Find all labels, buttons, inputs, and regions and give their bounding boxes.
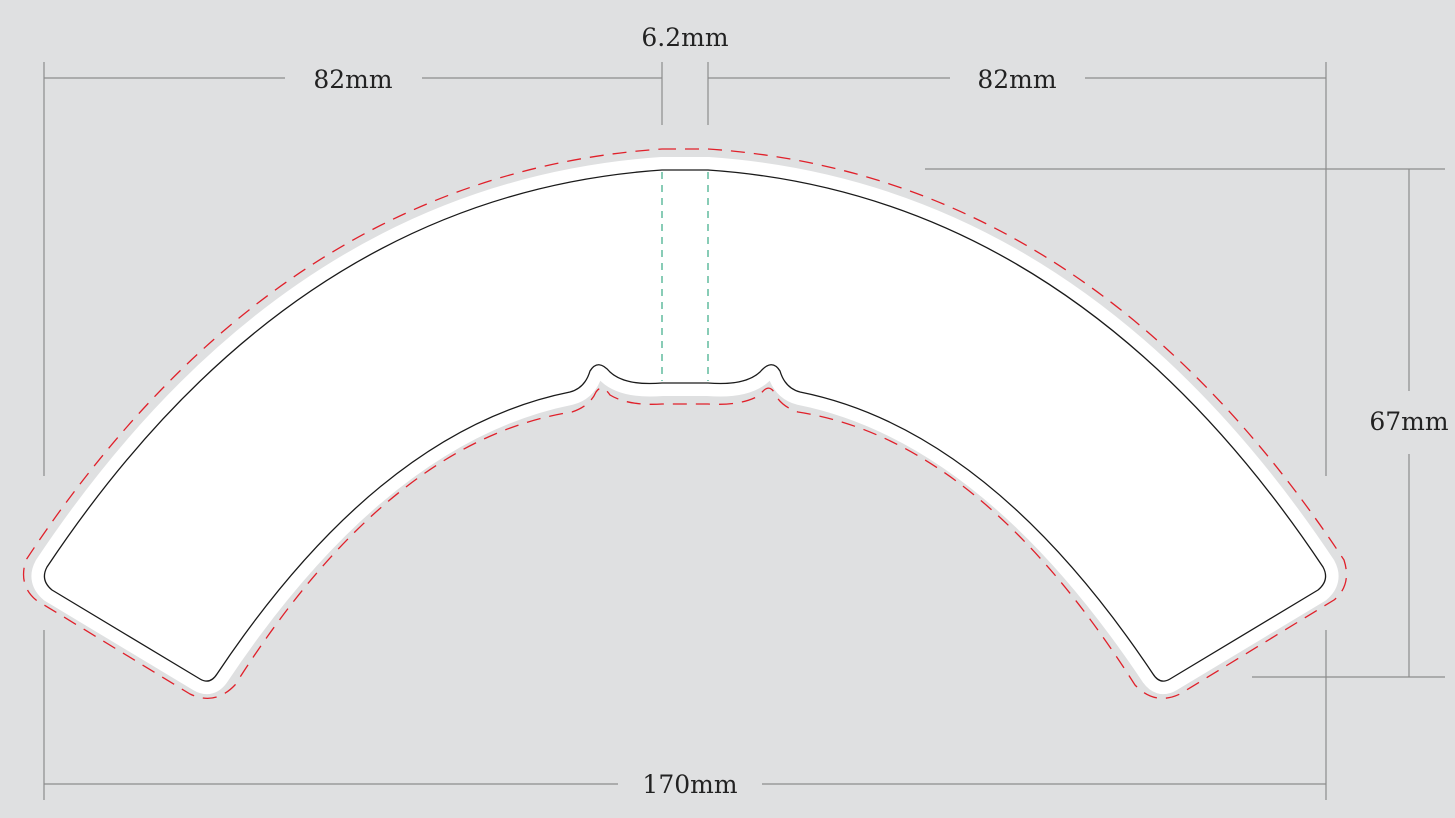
right-width-label: 82mm (977, 65, 1057, 94)
height-label: 67mm (1369, 407, 1449, 436)
cut-line (43, 169, 1327, 682)
total-width-label: 170mm (642, 770, 737, 799)
center-strip-label: 6.2mm (641, 23, 728, 52)
left-width-label: 82mm (313, 65, 393, 94)
bleed-line (22, 148, 1348, 700)
